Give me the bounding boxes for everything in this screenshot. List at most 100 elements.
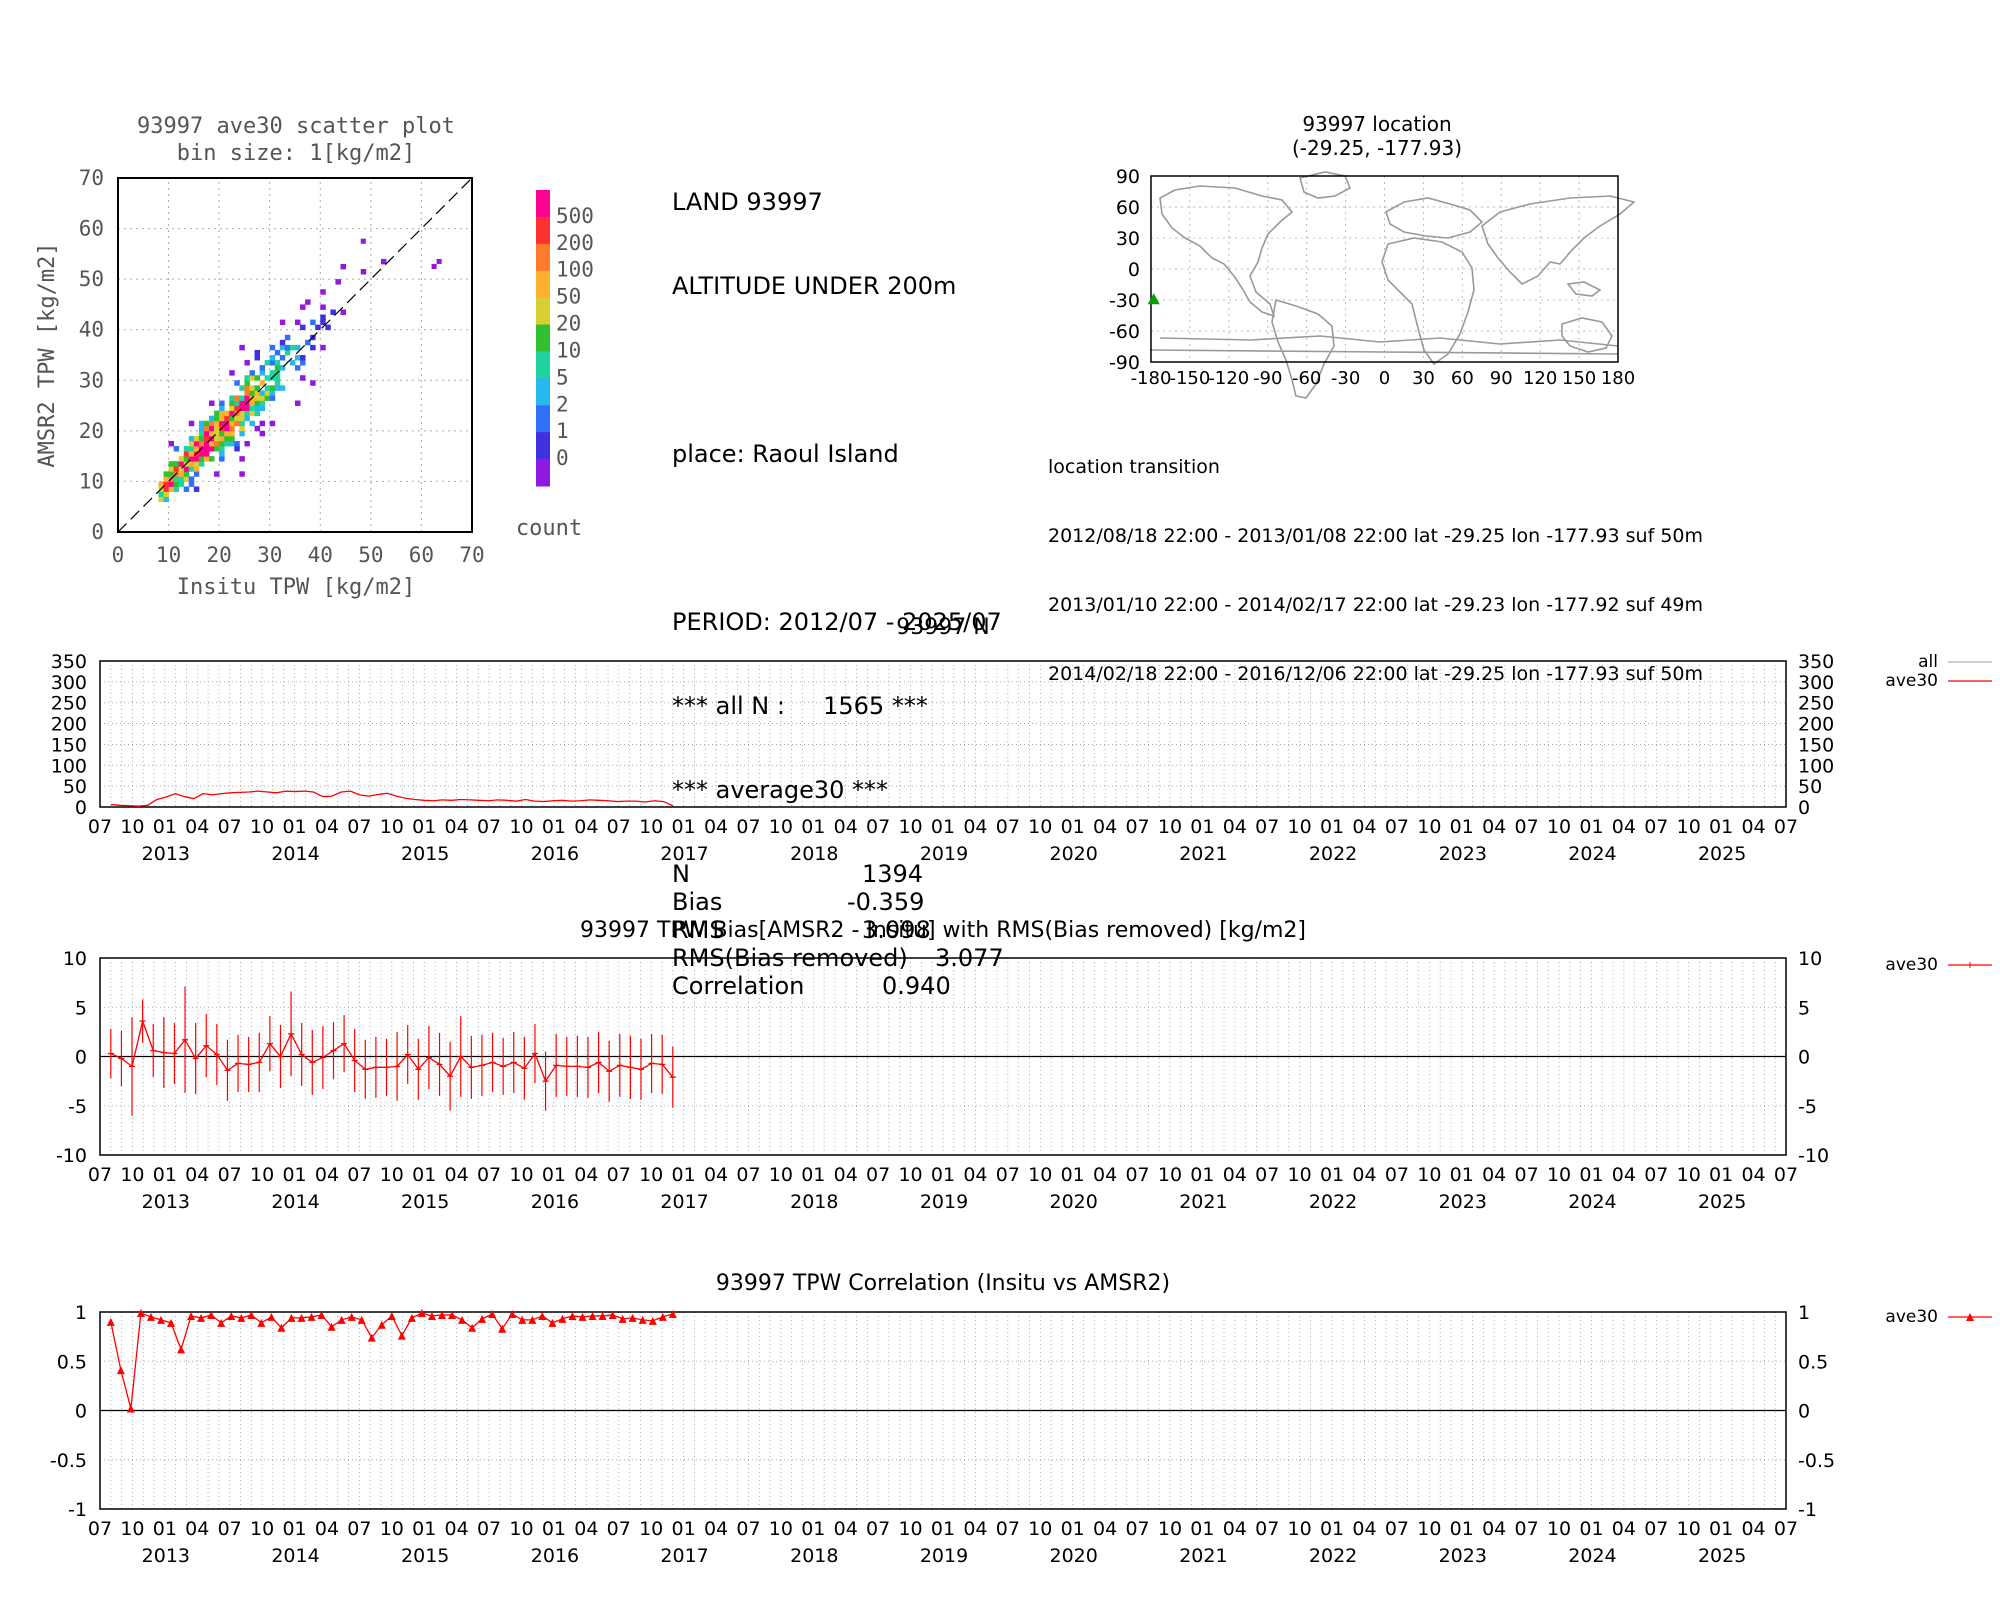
scatter-bin [259, 365, 266, 371]
scatter-bin [244, 410, 250, 417]
ts-month-tick: 04 [445, 1518, 469, 1540]
scatter-bin [264, 385, 271, 391]
ts-year-tick: 2025 [1698, 1545, 1746, 1567]
scatter-xtick: 20 [206, 543, 231, 567]
ts-ytick-left: 300 [51, 672, 87, 694]
stats-spacer [672, 356, 1002, 384]
ts-ytick-right: 200 [1798, 714, 1834, 736]
scatter-bin [279, 344, 286, 351]
scatter-subtitle: bin size: 1[kg/m2] [177, 141, 415, 166]
ts-month-tick: 10 [1028, 1164, 1052, 1186]
scatter-bin [254, 425, 260, 432]
ts-month-tick: 04 [1741, 1518, 1765, 1540]
ts-month-tick: 07 [1255, 816, 1279, 838]
ts-month-tick: 07 [1385, 1164, 1409, 1186]
scatter-bin [209, 415, 215, 422]
scatter-bin [188, 476, 195, 482]
stat-value: 3.098 [862, 916, 931, 944]
ts-frame [99, 660, 1787, 808]
ts-month-tick: 04 [1352, 816, 1376, 838]
ts-month-tick: 04 [704, 1164, 728, 1186]
scatter-bin [284, 344, 291, 351]
stat-row: N 1394 [672, 860, 1002, 888]
ts-year-tick: 2013 [142, 1191, 190, 1213]
ts-year-tick: 2020 [1050, 843, 1098, 865]
scatter-bin [219, 415, 225, 422]
ts-month-tick: 07 [607, 1518, 631, 1540]
ts-point [227, 1311, 236, 1320]
ts-ytick-right: 250 [1798, 693, 1834, 715]
transition-row: 2013/01/10 22:00 - 2014/02/17 22:00 lat … [1048, 594, 1703, 616]
map-ytick: 90 [1116, 166, 1140, 188]
scatter-ytick: 10 [79, 469, 104, 493]
scatter-bin [203, 435, 210, 442]
stat-row: Bias -0.359 [672, 888, 1002, 916]
ts-month-tick: 01 [1579, 1518, 1603, 1540]
scatter-bin [239, 456, 245, 462]
colorbar-swatch [536, 351, 550, 379]
ts-month-tick: 04 [185, 1518, 209, 1540]
ts-ytick-right: 5 [1798, 997, 1810, 1019]
stats-spacer [672, 524, 1002, 552]
transition-row: 2012/08/18 22:00 - 2013/01/08 22:00 lat … [1048, 525, 1703, 547]
scatter-ytick: 60 [79, 217, 104, 241]
scatter-bin [300, 360, 306, 366]
stats-rows: N 1394 Bias -0.359 RMS 3.098 RMS(Bias removed)… [672, 860, 1004, 1000]
scatter-bin [219, 405, 225, 412]
scatter-bin [259, 390, 266, 396]
scatter-bin [254, 410, 260, 417]
map-ytick: -90 [1109, 352, 1140, 374]
scatter-bin [269, 390, 276, 396]
ts-year-tick: 2021 [1179, 1545, 1227, 1567]
ts-month-tick: 07 [1125, 816, 1149, 838]
ts-month-tick: 01 [542, 1518, 566, 1540]
scatter-bin [203, 430, 210, 437]
ts-year-tick: 2018 [790, 843, 838, 865]
ts-point [146, 1312, 155, 1321]
scatter-bin [203, 420, 210, 427]
ts-year-tick: 2024 [1568, 843, 1616, 865]
scatter-bin [239, 415, 245, 422]
ts-point [498, 1324, 507, 1333]
legend-label: ave30 [1885, 671, 1938, 691]
transition-row: 2014/02/18 22:00 - 2016/12/06 22:00 lat … [1048, 663, 1703, 685]
ts-month-tick: 10 [769, 816, 793, 838]
scatter-bin [193, 456, 200, 462]
ts-point [578, 1312, 587, 1321]
scatter-title: 93997 ave30 scatter plot [137, 114, 455, 139]
scatter-bin [340, 263, 346, 270]
ts-ytick-left: 350 [51, 651, 87, 673]
ts-month-tick: 01 [412, 1164, 436, 1186]
ts-month-tick: 04 [445, 1164, 469, 1186]
scatter-bin [254, 375, 260, 381]
scatter-bin [188, 456, 195, 462]
ts-point [437, 1310, 446, 1319]
scatter-bin [295, 365, 301, 371]
scatter-bin [295, 344, 301, 351]
scatter-bin [259, 395, 266, 401]
scatter-bin [224, 410, 230, 417]
scatter-bin [234, 440, 240, 447]
ts-month-tick: 04 [1741, 1164, 1765, 1186]
ts-month-tick: 01 [1709, 816, 1733, 838]
scatter-bin [163, 476, 169, 482]
ts-month-tick: 10 [1158, 1164, 1182, 1186]
map-xtick: 30 [1412, 368, 1435, 389]
scatter-bin [269, 395, 276, 401]
ts-series-line [110, 790, 674, 807]
scatter-bin [183, 451, 190, 457]
scatter-bin [173, 446, 180, 452]
colorbar-tick: 20 [556, 312, 581, 336]
scatter-bin [188, 440, 195, 447]
scatter-bin [239, 400, 245, 406]
ts-month-tick: 07 [996, 1518, 1020, 1540]
ts-month-tick: 10 [1288, 1164, 1312, 1186]
ts-year-tick: 2014 [271, 843, 319, 865]
scatter-bin [229, 430, 235, 437]
ts-frame [99, 957, 1787, 1156]
ts-month-tick: 01 [1450, 1518, 1474, 1540]
scatter-heatmap [158, 238, 442, 503]
ts-point [508, 1309, 517, 1318]
scatter-bin [254, 395, 260, 401]
